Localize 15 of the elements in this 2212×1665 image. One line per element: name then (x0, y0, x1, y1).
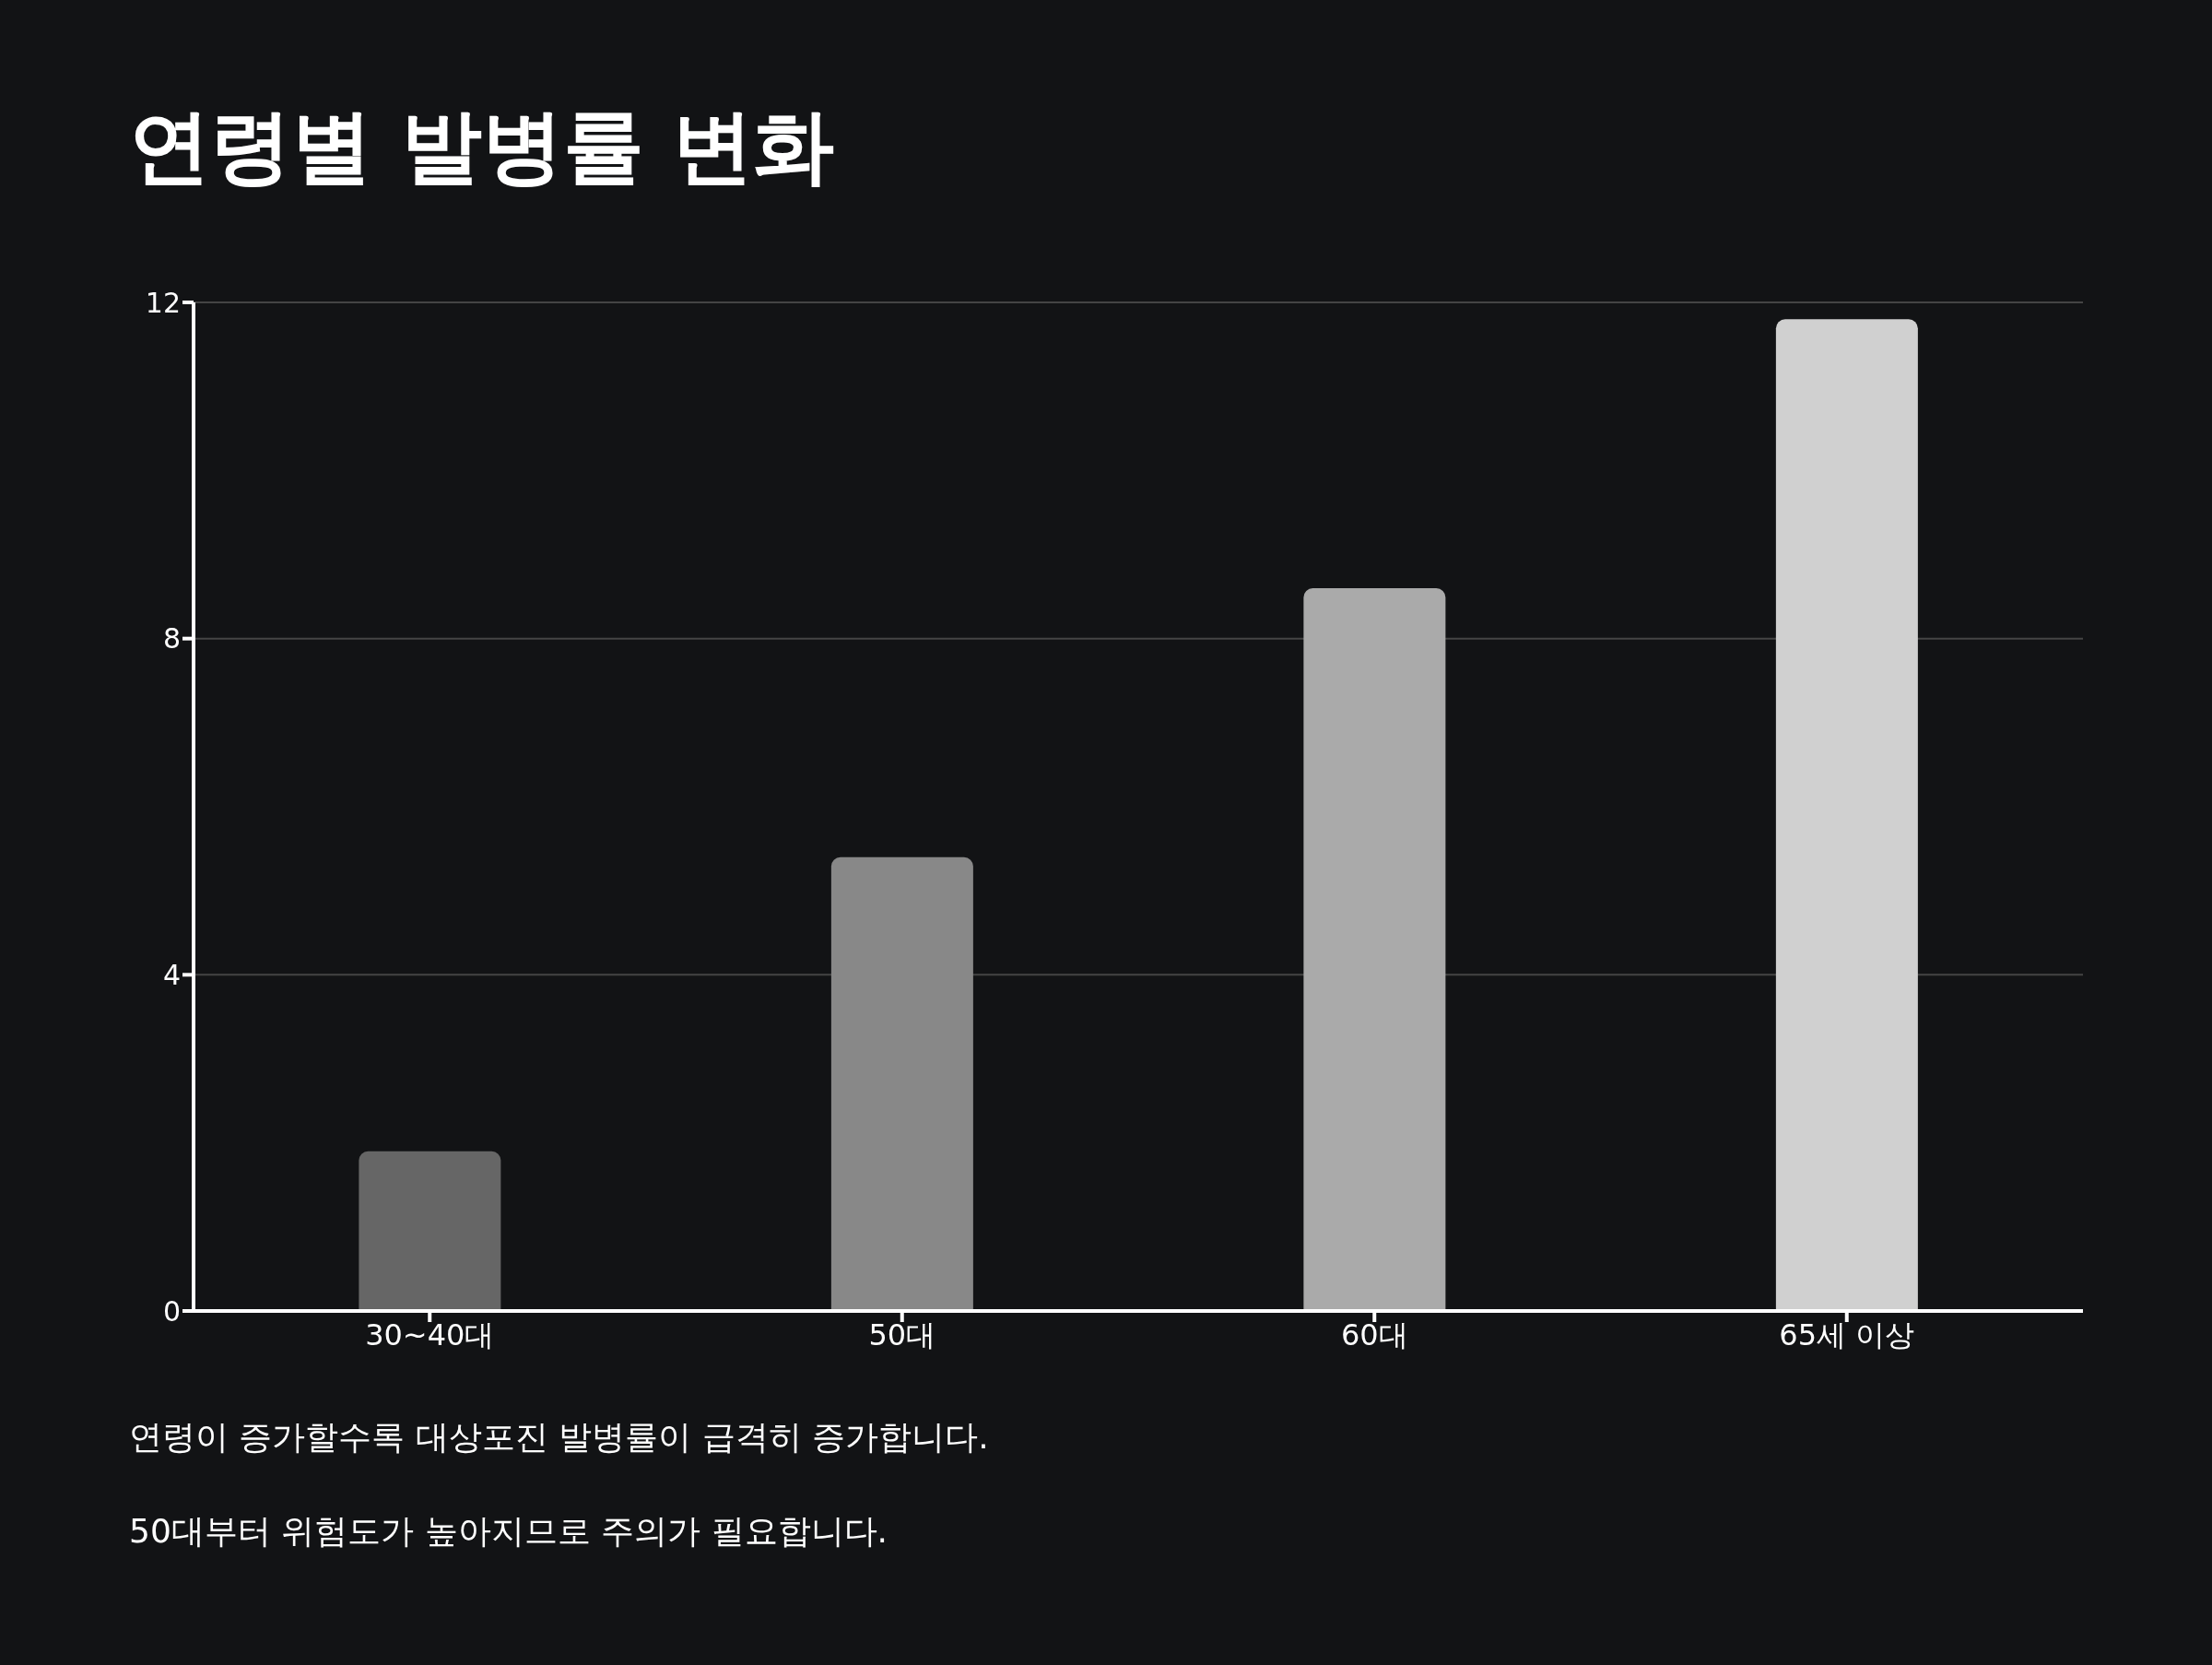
x-tick-label: 60대 (1340, 1317, 1408, 1352)
y-tick-label: 0 (162, 1294, 181, 1328)
bar (830, 856, 973, 1311)
x-tick-label: 30~40대 (365, 1317, 495, 1352)
y-tick-label: 8 (162, 622, 181, 655)
x-tick-label: 50대 (868, 1317, 936, 1352)
y-tick-label: 4 (162, 958, 181, 991)
bar (1303, 587, 1446, 1311)
bar (359, 1151, 501, 1311)
chart-title: 연령별 발병률 변화 (129, 98, 835, 195)
text: 연령이 증가할수록 대상포진 발병률이 급격히 증가합니다. (129, 1417, 989, 1458)
x-tick-label: 65세 이상 (1779, 1317, 1915, 1352)
text: 50대부터 위험도가 높아지므로 주의가 필요합니다. (129, 1511, 888, 1552)
bar (1775, 319, 1918, 1311)
y-tick-label: 12 (145, 286, 181, 319)
